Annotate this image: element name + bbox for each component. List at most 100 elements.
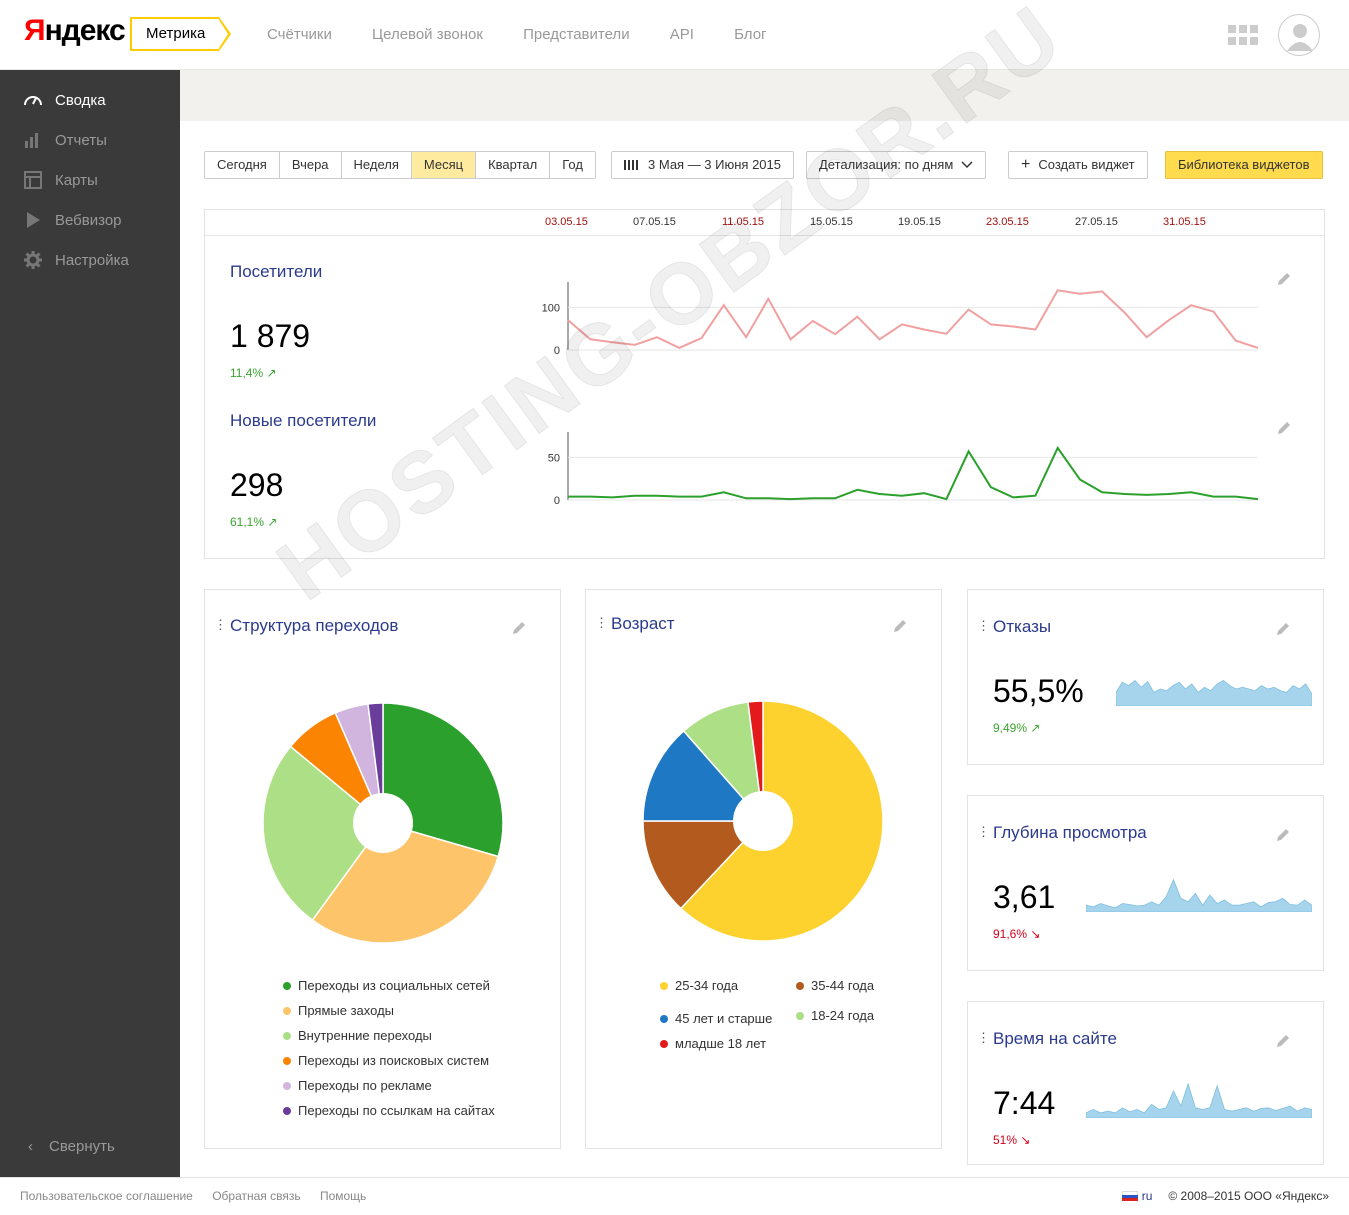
chevron-left-icon: ‹ [28,1138,33,1155]
timeline-header: 03.05.15 07.05.15 11.05.15 15.05.15 19.0… [205,210,1324,236]
sidebar-item-label: Сводка [55,91,106,109]
sidebar: Сводка Отчеты Карты Вебвизор Настройка ‹… [0,70,180,1177]
traffic-pie-chart [262,702,504,944]
edit-pencil-icon[interactable] [892,618,908,634]
footer-link-help[interactable]: Помощь [319,1189,367,1203]
footer: Пользовательское соглашение Обратная свя… [0,1177,1349,1215]
traffic-legend-item: Прямые заходы [283,1003,394,1018]
footer-link-agreement[interactable]: Пользовательское соглашение [20,1189,193,1203]
legend-dot [283,1081,291,1090]
edit-pencil-icon[interactable] [511,620,527,636]
period-month-button[interactable]: Месяц [411,152,477,178]
top-header: Яндекс Метрика Счётчики Целевой звонок П… [0,0,1349,70]
period-selector: Сегодня Вчера Неделя Месяц Квартал Год [204,151,596,179]
edit-pencil-icon[interactable] [1276,420,1292,436]
sparkline-area [1086,878,1312,912]
sidebar-item-webvisor[interactable]: Вебвизор [22,210,122,230]
y-tick-label: 0 [554,345,560,357]
edit-pencil-icon[interactable] [1275,827,1291,843]
period-quarter-button[interactable]: Квартал [476,152,551,178]
visitors-title[interactable]: Посетители [230,262,323,281]
metrika-product-label[interactable]: Метрика [130,17,232,51]
age-legend-item: 18-24 года [796,1008,874,1023]
traffic-legend-item: Переходы из поисковых систем [283,1053,489,1068]
new-visitors-delta: 61,1% ↗ [230,515,278,529]
user-avatar-icon[interactable] [1278,14,1320,56]
drag-handle-icon[interactable]: ⋮ [977,824,990,839]
new-visitors-title[interactable]: Новые посетители [230,411,377,430]
bounces-title[interactable]: Отказы [993,617,1052,636]
apps-grid-icon[interactable] [1228,25,1258,45]
legend-dot [283,1006,291,1015]
nav-representatives[interactable]: Представители [523,26,630,43]
collapse-sidebar-button[interactable]: ‹ Свернуть [28,1138,115,1155]
sidebar-item-label: Вебвизор [55,211,122,229]
legend-dot [796,1011,804,1020]
sidebar-item-summary[interactable]: Сводка [22,90,106,110]
period-year-button[interactable]: Год [550,152,595,178]
chevron-down-icon [961,161,973,169]
drag-handle-icon[interactable]: ⋮ [214,617,227,632]
collapse-label: Свернуть [49,1138,115,1155]
sparkline-area [1086,1082,1312,1118]
edit-pencil-icon[interactable] [1276,271,1292,287]
drag-handle-icon[interactable]: ⋮ [977,1030,990,1045]
drag-handle-icon[interactable]: ⋮ [595,615,608,630]
traffic-legend-item: Переходы по ссылкам на сайтах [283,1103,495,1118]
pie-slice[interactable] [367,702,384,824]
traffic-legend-item: Переходы из социальных сетей [283,978,490,993]
speedometer-icon [22,91,44,109]
plus-icon: + [1021,156,1031,173]
timeline-date: 07.05.15 [633,216,676,228]
bounces-value: 55,5% [993,673,1084,709]
date-range-label: 3 Мая — 3 Июня 2015 [648,157,781,172]
age-legend-item: 35-44 года [796,978,874,993]
widget-library-button[interactable]: Библиотека виджетов [1165,151,1323,179]
edit-pencil-icon[interactable] [1275,1033,1291,1049]
period-yesterday-button[interactable]: Вчера [279,152,342,178]
detail-label: Детализация: по дням [819,157,954,172]
pie-slice[interactable] [747,700,764,822]
pie-slice[interactable] [262,745,385,922]
nav-counters[interactable]: Счётчики [267,26,332,43]
period-week-button[interactable]: Неделя [341,152,412,178]
nav-blog[interactable]: Блог [734,26,767,43]
nav-api[interactable]: API [669,26,694,43]
calendar-icon [624,160,638,170]
edit-pencil-icon[interactable] [1275,621,1291,637]
copyright: © 2008–2015 ООО «Яндекс» [1168,1189,1329,1203]
traffic-title[interactable]: Структура переходов [230,616,399,635]
footer-link-feedback[interactable]: Обратная связь [212,1189,301,1203]
time-title[interactable]: Время на сайте [993,1029,1117,1048]
create-widget-button[interactable]: + Создать виджет [1008,151,1148,179]
nav-target-call[interactable]: Целевой звонок [372,26,483,43]
age-legend-item: 45 лет и старше [660,1011,772,1026]
sidebar-item-maps[interactable]: Карты [22,170,98,190]
bar-chart-icon [22,131,44,149]
drag-handle-icon[interactable]: ⋮ [977,618,990,633]
russia-flag-icon [1121,1190,1138,1202]
sidebar-item-label: Настройка [55,251,129,269]
age-title[interactable]: Возраст [611,614,675,633]
language-switch[interactable]: ru [1141,1189,1153,1203]
pie-slice[interactable] [311,822,500,944]
sidebar-item-reports[interactable]: Отчеты [22,130,107,150]
age-legend-item: младше 18 лет [660,1036,766,1051]
depth-delta: 91,6% ↘ [993,927,1041,941]
y-tick-label: 0 [554,495,560,507]
period-today-button[interactable]: Сегодня [205,152,280,178]
date-range-button[interactable]: 3 Мая — 3 Июня 2015 [611,151,794,179]
timeline-date: 31.05.15 [1163,216,1206,228]
bounces-panel [967,589,1324,765]
pie-slice[interactable] [642,729,765,822]
detail-dropdown[interactable]: Детализация: по дням [806,151,987,179]
sidebar-item-settings[interactable]: Настройка [22,250,129,270]
yandex-logo[interactable]: Яндекс [24,14,126,47]
depth-title[interactable]: Глубина просмотра [993,823,1147,842]
new-visitors-line-chart: 0 50 [548,432,1259,507]
pie-slice[interactable] [382,702,504,858]
legend-dot [660,1039,668,1048]
pie-slice[interactable] [642,820,765,910]
play-icon [22,211,44,229]
legend-dot [283,1031,291,1040]
